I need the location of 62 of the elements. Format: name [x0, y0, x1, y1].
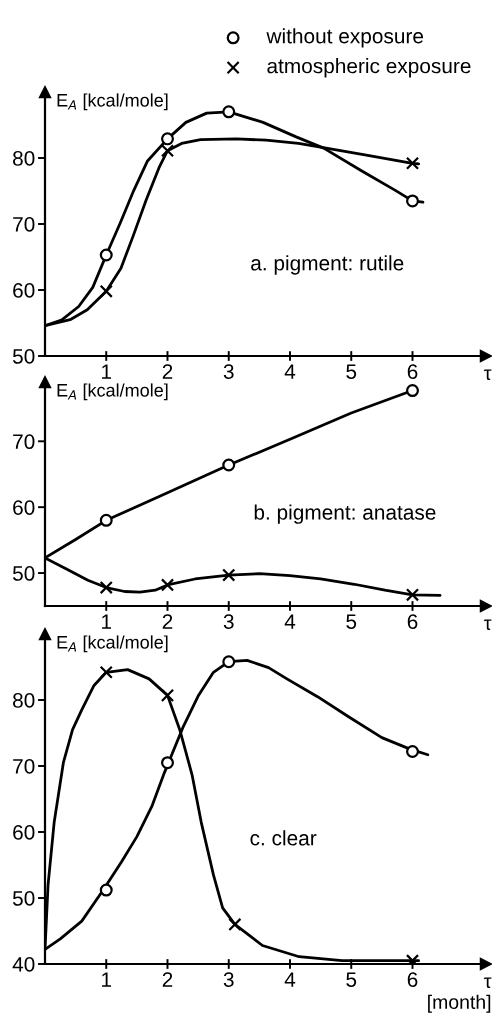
point	[406, 194, 419, 208]
x-tick-label: 1	[102, 972, 112, 987]
legend-label: atmospheric exposure	[267, 58, 471, 78]
x-tick-label: 3	[223, 364, 234, 379]
x-tick-label: 2	[162, 972, 173, 987]
legend-label: without exposure	[266, 28, 424, 48]
point	[406, 384, 419, 398]
point	[99, 665, 113, 679]
y-tick-label: 50	[12, 566, 35, 581]
point	[222, 105, 236, 119]
point	[160, 144, 175, 158]
point	[160, 688, 175, 703]
annotation: c. clear	[250, 830, 317, 846]
x-tick-label: 1	[102, 614, 112, 629]
y-tick-label: 60	[13, 825, 35, 840]
point	[222, 568, 236, 582]
x-tick-label: 6	[407, 364, 418, 379]
x-tick-label: 6	[407, 972, 418, 987]
y-tick-label: 60	[13, 500, 35, 515]
x-tick-label: 4	[284, 364, 296, 379]
x-axis-title: τ	[484, 369, 492, 380]
y-axis-title: E$_{A}$ [kcal/mole]	[57, 635, 168, 653]
x-tick-label: 2	[162, 364, 173, 379]
annotation: a. pigment: rutile	[251, 255, 404, 275]
x-tick-label: 3	[223, 614, 234, 629]
point	[99, 248, 113, 262]
x-tick-label: 6	[407, 614, 418, 629]
y-tick-label: 60	[13, 283, 35, 298]
point	[99, 883, 113, 897]
y-tick-label: 70	[13, 434, 35, 450]
point	[161, 132, 174, 146]
y-tick-label: 70	[13, 217, 35, 232]
point	[222, 458, 236, 472]
y-axis-title: E$_{A}$ [kcal/mole]	[57, 93, 168, 111]
x-axis-title: τ	[484, 619, 492, 630]
x-tick-label: 5	[346, 614, 357, 629]
point	[99, 580, 113, 595]
y-tick-label: 80	[13, 693, 35, 708]
y-tick-label: 80	[13, 151, 35, 166]
y-axis-title: E$_{A}$ [kcal/mole]	[57, 383, 168, 401]
point	[406, 744, 419, 758]
x-axis-title: τ [month]	[428, 977, 492, 1013]
point	[160, 578, 175, 592]
y-tick-label: 50	[12, 891, 35, 906]
point	[99, 513, 113, 527]
x-tick-label: 4	[284, 614, 296, 629]
x-tick-label: 4	[284, 972, 296, 987]
x-tick-label: 2	[162, 614, 173, 629]
y-tick-label: 40	[12, 957, 35, 972]
x-tick-label: 5	[346, 972, 357, 987]
point	[405, 156, 420, 170]
x-tick-label: 5	[346, 364, 357, 379]
point	[99, 284, 113, 298]
y-tick-label: 70	[13, 759, 35, 774]
point	[161, 756, 174, 770]
annotation: b. pigment: anatase	[254, 504, 436, 524]
point	[405, 588, 420, 602]
point	[228, 917, 242, 932]
point	[222, 655, 236, 669]
x-tick-label: 3	[223, 972, 234, 987]
y-tick-label: 50	[12, 349, 35, 364]
x-tick-label: 1	[102, 364, 112, 379]
